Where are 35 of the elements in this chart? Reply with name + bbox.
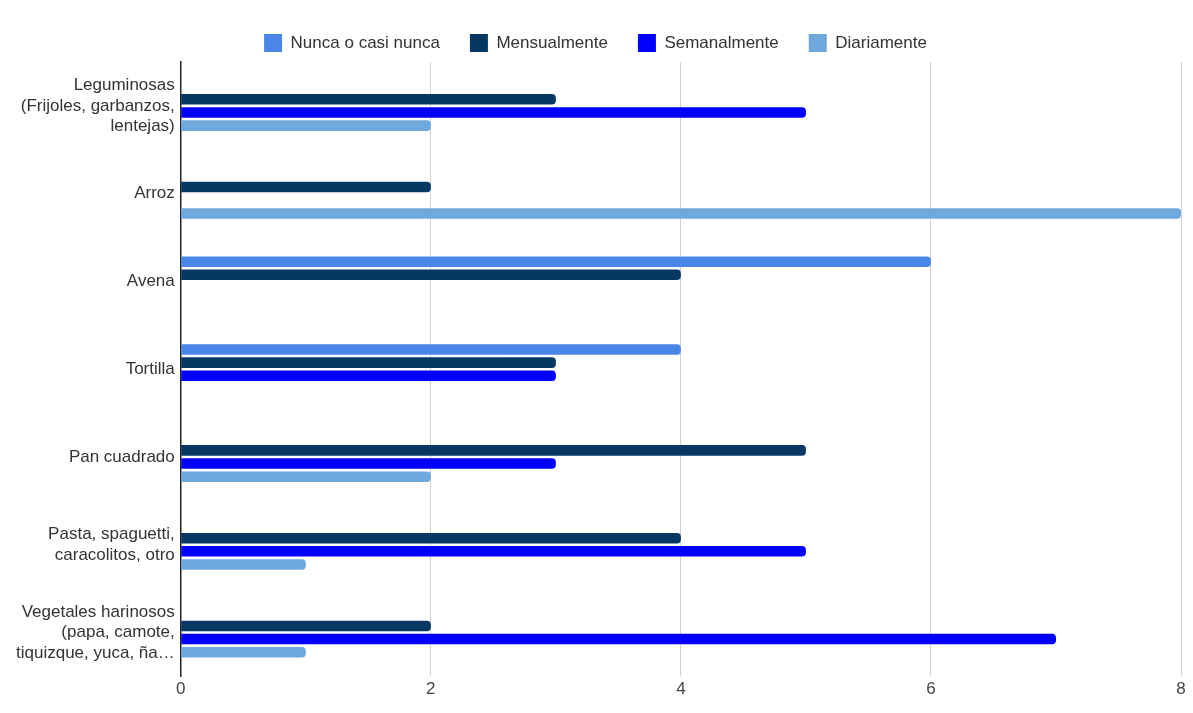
bar — [181, 208, 1181, 219]
bar — [181, 546, 806, 557]
y-tick-label: Leguminosas (Frijoles, garbanzos, lentejas) — [20, 75, 175, 135]
bar — [181, 559, 306, 570]
bar — [181, 633, 1056, 645]
y-tick-label: Tortilla — [125, 358, 176, 378]
bar — [181, 181, 431, 193]
bar — [181, 269, 681, 281]
legend-label: Diariamente — [835, 32, 927, 52]
bar — [181, 458, 556, 469]
legend-label: Nunca o casi nunca — [290, 32, 441, 52]
legend-label: Mensualmente — [496, 32, 608, 52]
bar — [181, 94, 556, 105]
y-tick-label: Pan cuadrado — [68, 446, 175, 466]
bar — [181, 357, 556, 368]
bar — [181, 370, 556, 382]
bar — [181, 620, 431, 632]
legend-label: Semanalmente — [664, 32, 779, 52]
y-tick-label: Pasta, spaguetti, caracolitos, otro — [48, 524, 175, 564]
y-tick-label: Arroz — [134, 183, 175, 203]
bar — [181, 647, 306, 658]
x-tick-label: 0 — [176, 679, 186, 699]
bar — [181, 532, 681, 544]
x-tick-label: 6 — [926, 679, 936, 699]
bar — [181, 256, 931, 267]
x-tick-label: 8 — [1176, 679, 1186, 699]
bar — [181, 445, 806, 456]
bar — [181, 107, 806, 118]
y-tick-label: Avena — [126, 271, 176, 291]
y-tick-label: Vegetales harinosos (papa, camote, tiquizque, yuca, ña… — [16, 601, 175, 662]
x-tick-label: 4 — [676, 679, 686, 699]
bar — [181, 344, 681, 355]
x-tick-label: 2 — [426, 679, 436, 699]
bar — [181, 471, 431, 482]
bar — [181, 120, 431, 131]
